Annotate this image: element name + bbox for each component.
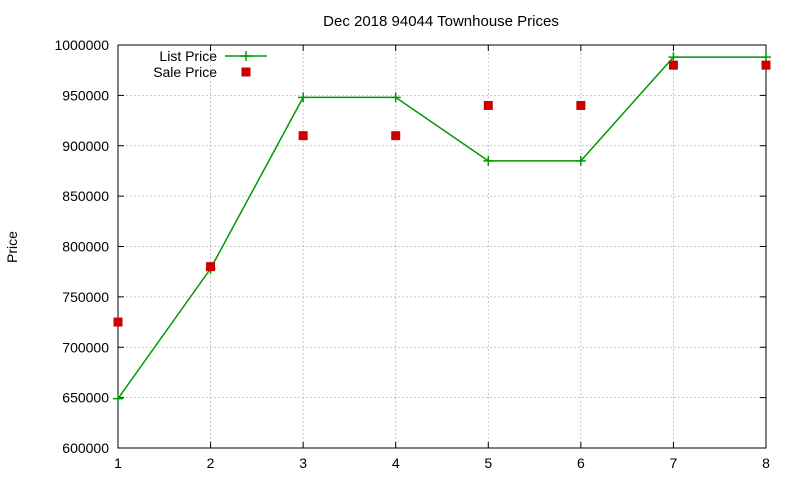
data-point [668, 60, 678, 70]
legend-label: List Price [159, 48, 217, 64]
data-point [576, 100, 586, 110]
legend-label: Sale Price [153, 64, 217, 80]
y-tick-label: 1000000 [54, 37, 109, 53]
axes: 600000 650000 700000 750000 800000 850000 9000… [54, 37, 770, 471]
data-point [761, 60, 771, 70]
y-tick-label: 950000 [62, 87, 109, 103]
x-tick-label: 5 [484, 455, 492, 471]
data-point [483, 155, 494, 166]
y-tick-label: 700000 [62, 339, 109, 355]
x-tick-label: 7 [670, 455, 678, 471]
data-point [668, 52, 679, 63]
series-0 [113, 52, 771, 404]
y-tick-label: 900000 [62, 138, 109, 154]
x-tick-label: 6 [577, 455, 585, 471]
data-point [575, 155, 586, 166]
x-tick-label: 1 [114, 455, 122, 471]
y-tick-label: 650000 [62, 390, 109, 406]
data-point [113, 317, 123, 327]
data-point [298, 131, 308, 141]
legend-marker [241, 67, 251, 77]
grid [118, 45, 766, 448]
y-tick-label: 750000 [62, 289, 109, 305]
series-line [117, 56, 766, 400]
legend-marker [241, 51, 251, 61]
series-layer [113, 52, 771, 404]
data-point [113, 393, 123, 404]
x-tick-label: 2 [207, 455, 215, 471]
data-point [761, 52, 771, 63]
x-tick-label: 8 [762, 455, 770, 471]
data-point [483, 100, 493, 110]
y-tick-label: 800000 [62, 239, 109, 255]
series-1 [113, 60, 771, 327]
x-tick-label: 4 [392, 455, 400, 471]
y-axis-label: Price [4, 231, 20, 263]
y-tick-label: 600000 [62, 440, 109, 456]
x-tick-label: 3 [299, 455, 307, 471]
y-tick-label: 850000 [62, 188, 109, 204]
data-point [390, 92, 401, 103]
chart-title: Dec 2018 94044 Townhouse Prices [323, 13, 559, 30]
data-point [298, 92, 309, 103]
data-point [206, 262, 216, 272]
data-point [391, 131, 401, 141]
